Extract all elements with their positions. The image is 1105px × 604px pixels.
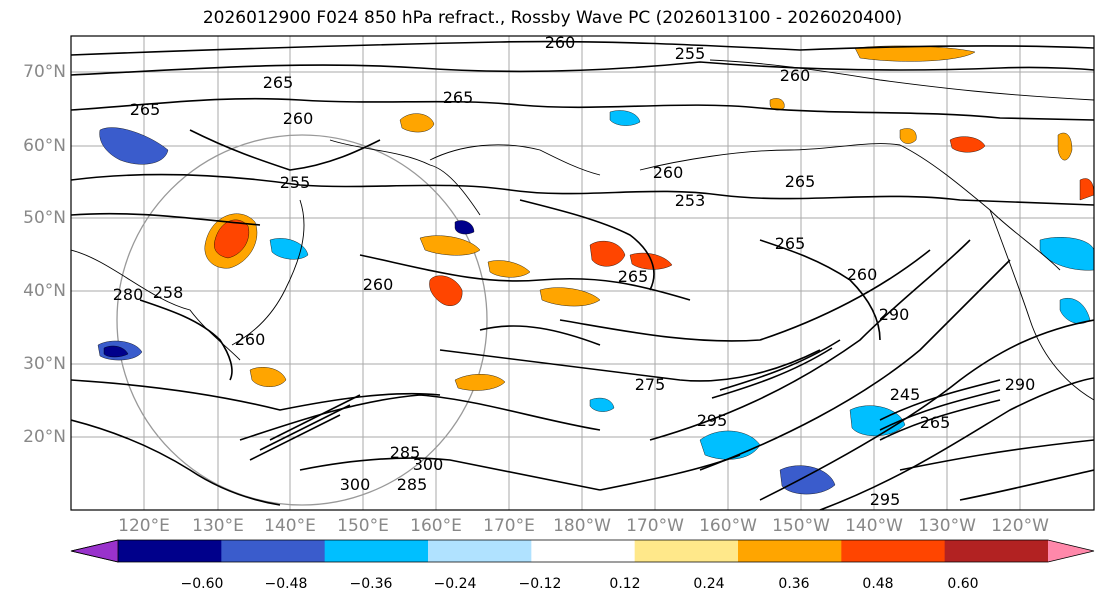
colorbar-segment [221, 540, 326, 562]
contour-label: 265 [443, 88, 474, 107]
lon-label-120w: 120°W [991, 516, 1049, 536]
lon-label-160e: 160°E [410, 516, 462, 536]
contour-label: 295 [870, 490, 901, 509]
lon-label-170e: 170°E [483, 516, 535, 536]
colorbar-tick: 0.24 [693, 576, 725, 592]
contour-label: 280 [113, 285, 144, 304]
lon-label-150e: 150°E [337, 516, 389, 536]
colorbar-segment [944, 540, 1049, 562]
colorbar-tick: −0.36 [349, 576, 393, 592]
colorbar-left-extend-outline [70, 539, 119, 563]
colorbar-segment [118, 540, 222, 562]
map-title: 2026012900 F024 850 hPa refract., Rossby… [202, 8, 903, 28]
colorbar-segment [841, 540, 946, 562]
colorbar-tick: 0.36 [778, 576, 810, 592]
contour-label: 260 [235, 330, 266, 349]
contour-label: 265 [920, 413, 951, 432]
contour-label: 285 [390, 443, 421, 462]
contour-label: 265 [775, 234, 806, 253]
contour-label: 260 [545, 33, 576, 52]
lon-label-140e: 140°E [264, 516, 316, 536]
colorbar-tick: 0.60 [947, 576, 979, 592]
contour-label: 255 [280, 173, 311, 192]
colorbar-segment [531, 540, 636, 562]
lat-label-60n: 60°N [23, 136, 66, 156]
coastlines [71, 59, 1094, 401]
contour-labels: 260 255 260 265 265 265 260 260 255 253 … [113, 33, 1036, 509]
lat-label-70n: 70°N [23, 62, 66, 82]
lat-label-30n: 30°N [23, 354, 66, 374]
contour-label: 260 [283, 109, 314, 128]
contour-label: 300 [340, 475, 371, 494]
contour-label: 260 [780, 66, 811, 85]
contour-label: 245 [890, 385, 921, 404]
map-frame [70, 35, 1095, 511]
colorbar-extend-low [71, 540, 118, 562]
colorbar-tick: 0.48 [862, 576, 894, 592]
colorbar-segment [324, 540, 429, 562]
contour-label: 260 [363, 275, 394, 294]
contour-label: 295 [697, 411, 728, 430]
lon-label-140w: 140°W [845, 516, 903, 536]
contour-label: 260 [847, 265, 878, 284]
colorbar-segment [634, 540, 739, 562]
lon-label-130e: 130°E [192, 516, 244, 536]
contour-label: 300 [413, 455, 444, 474]
lon-label-150w: 150°W [772, 516, 830, 536]
lon-label-170w: 170°W [626, 516, 684, 536]
contour-label: 290 [879, 305, 910, 324]
colorbar-extend-high [1048, 540, 1094, 562]
map-plot-area [71, 36, 1094, 510]
contour-label: 275 [635, 375, 666, 394]
colorbar [70, 539, 1095, 563]
contour-label: 265 [130, 100, 161, 119]
range-circle [116, 134, 488, 506]
refractivity-contours [71, 40, 1094, 510]
colorbar-tick: −0.12 [518, 576, 562, 592]
contour-label: 265 [263, 73, 294, 92]
lon-label-130w: 130°W [918, 516, 976, 536]
lon-label-180w: 180°W [553, 516, 611, 536]
colorbar-tick: −0.24 [433, 576, 477, 592]
lon-label-120e: 120°E [118, 516, 170, 536]
colorbar-segment [738, 540, 842, 562]
colorbar-segment [428, 540, 532, 562]
lat-label-20n: 20°N [23, 427, 66, 447]
contour-label: 285 [397, 475, 428, 494]
contour-label: 258 [153, 283, 184, 302]
contour-label: 260 [653, 163, 684, 182]
graticule [71, 36, 1094, 510]
contour-label: 253 [675, 191, 706, 210]
contour-label: 290 [1005, 375, 1036, 394]
colorbar-tick: −0.48 [264, 576, 308, 592]
contour-label: 265 [785, 172, 816, 191]
colorbar-tick: −0.60 [180, 576, 224, 592]
contour-label: 265 [618, 267, 649, 286]
contour-label: 255 [675, 44, 706, 63]
colorbar-tick: 0.12 [609, 576, 641, 592]
lon-label-160w: 160°W [699, 516, 757, 536]
lat-label-40n: 40°N [23, 281, 66, 301]
lat-label-50n: 50°N [23, 208, 66, 228]
